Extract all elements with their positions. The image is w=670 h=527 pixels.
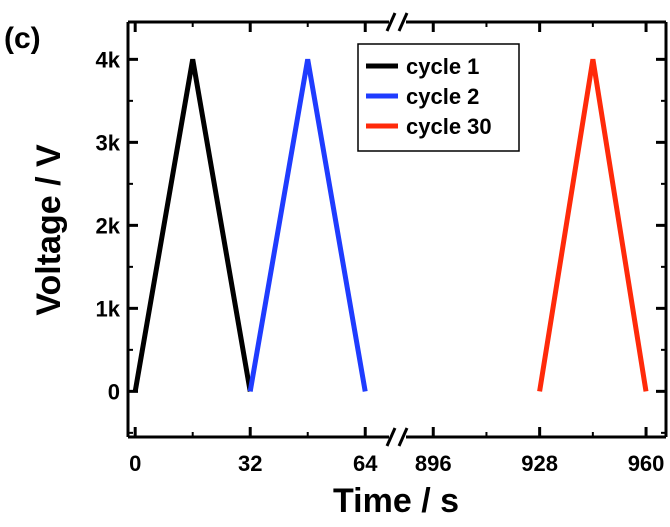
legend-label: cycle 2: [406, 84, 479, 109]
y-tick-label: 4k: [96, 47, 121, 72]
series-line-cycle-30: [537, 58, 649, 392]
y-tick-label: 0: [108, 379, 120, 404]
axes: [126, 12, 668, 447]
series-line-cycle-2: [247, 58, 368, 392]
series-layer: [132, 58, 649, 392]
x-tick-label: 32: [238, 451, 262, 476]
x-tick-label: 896: [415, 451, 452, 476]
axis-break-mark-top-1: [385, 12, 397, 32]
x-axis-title: Time / s: [333, 482, 459, 520]
legend-label: cycle 1: [406, 54, 479, 79]
axis-break-mark-bottom-2: [397, 427, 409, 447]
x-tick-label: 960: [628, 451, 665, 476]
legend-label: cycle 30: [406, 114, 492, 139]
axis-break-mark-bottom-1: [385, 427, 397, 447]
legend: cycle 1 cycle 2 cycle 30: [357, 43, 520, 152]
panel-label: (c): [4, 22, 41, 55]
axis-break-mark-top-2: [397, 12, 409, 32]
ticks: 0 1k 2k 3k 4k 0 32 64 896 928 960: [96, 22, 666, 476]
y-tick-label: 1k: [96, 296, 121, 321]
series-line-cycle-1: [132, 58, 253, 392]
x-tick-label: 64: [353, 451, 378, 476]
y-tick-label: 3k: [96, 130, 121, 155]
y-axis-title: Voltage / V: [30, 144, 68, 316]
x-tick-label: 928: [521, 451, 558, 476]
y-tick-label: 2k: [96, 213, 121, 238]
x-tick-label: 0: [129, 451, 141, 476]
